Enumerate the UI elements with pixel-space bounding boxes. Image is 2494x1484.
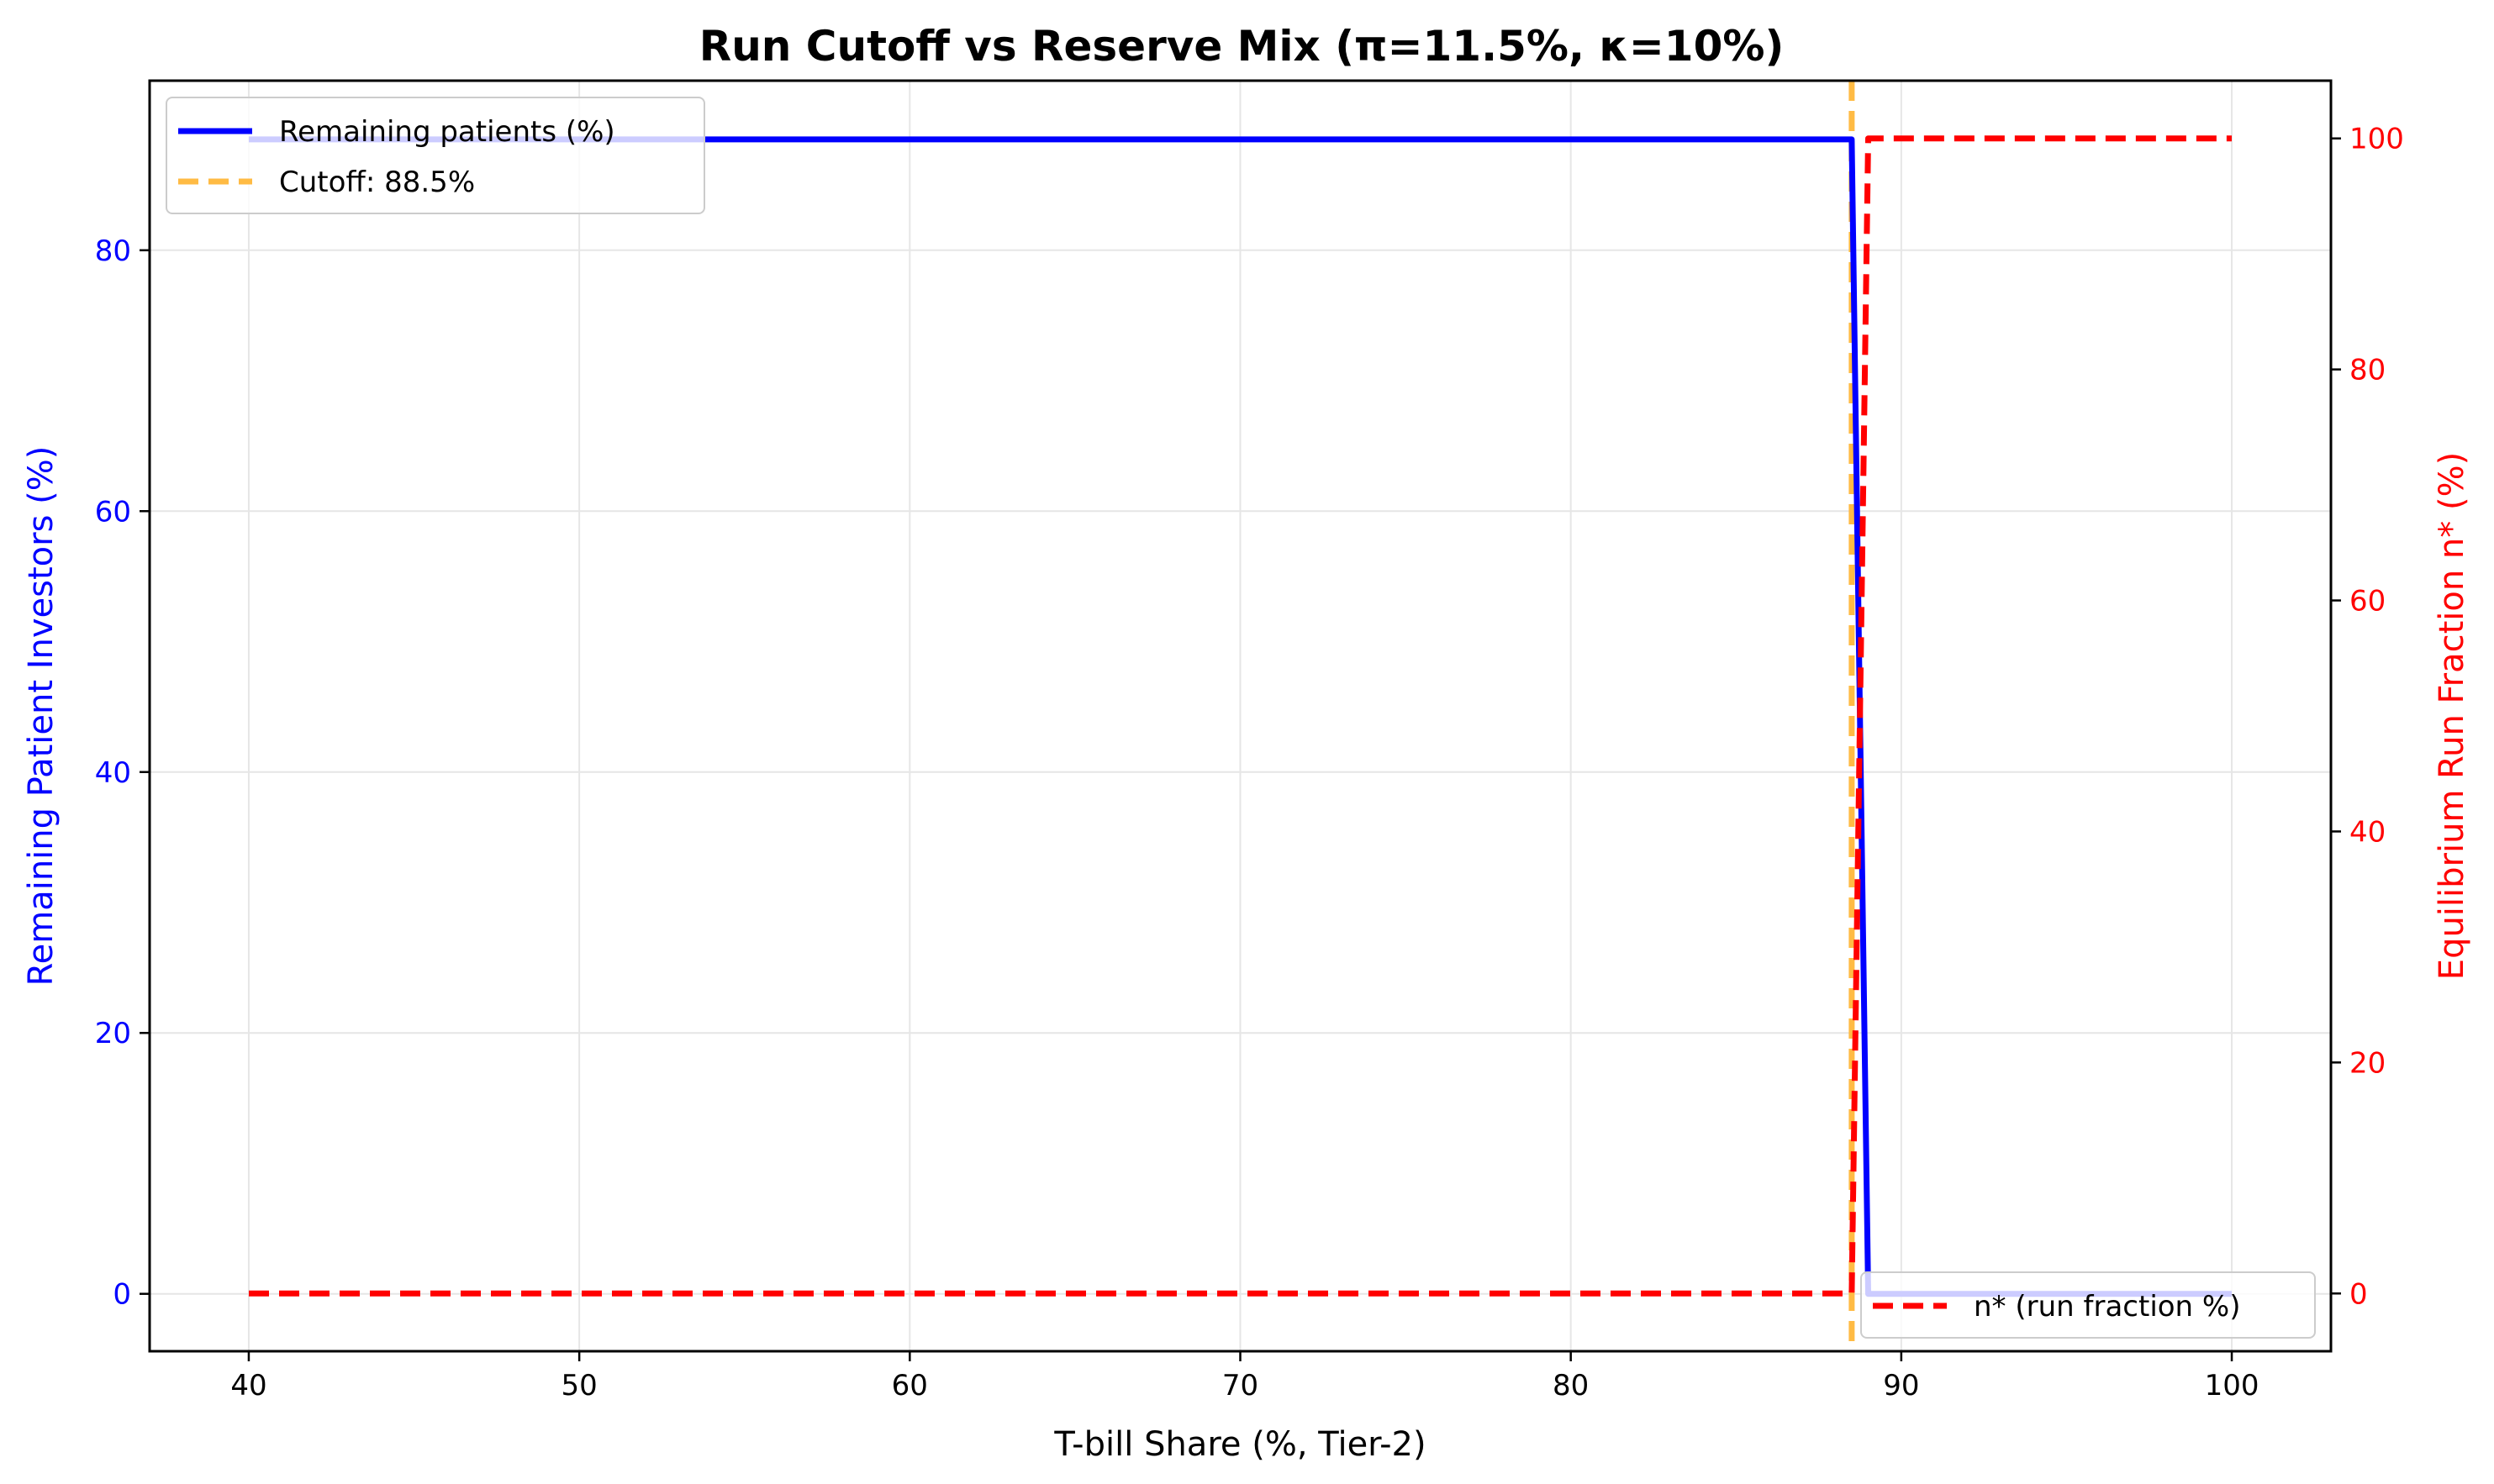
grid-layer	[150, 81, 2331, 1351]
x-tick-label: 50	[562, 1369, 598, 1402]
x-axis-title: T-bill Share (%, Tier-2)	[1053, 1425, 1426, 1464]
y-left-axis-title: Remaining Patient Investors (%)	[22, 446, 61, 987]
y-left-tick-label: 0	[113, 1278, 131, 1312]
y-left-tick-label: 60	[95, 495, 131, 529]
x-tick-label: 60	[892, 1369, 928, 1402]
y-left-tick-label: 20	[95, 1017, 131, 1050]
legend-lower-right	[1860, 1271, 2316, 1339]
y-right-axis-title: Equilibrium Run Fraction n* (%)	[2433, 452, 2471, 980]
x-tick-label: 40	[230, 1369, 266, 1402]
chart-title: Run Cutoff vs Reserve Mix (π=11.5%, κ=10…	[699, 22, 1785, 71]
x-tick-label: 70	[1222, 1369, 1258, 1402]
run-fraction-line	[249, 135, 2232, 1297]
legend-layer: Remaining patients (%) Cutoff: 88.5% n* (r…	[166, 97, 2316, 1339]
x-tick-label: 100	[2205, 1369, 2259, 1402]
x-tick-label: 90	[1883, 1369, 1919, 1402]
y-left-tick-label: 80	[95, 234, 131, 268]
y-right-tick-label: 80	[2349, 354, 2386, 387]
y-right-tick-label: 20	[2349, 1046, 2386, 1080]
legend-label-run-fraction: n* (run fraction %)	[1974, 1290, 2241, 1323]
axes-layer: 40 50 60 70 80 90 100 0 20 40 60 80 0 20 40 60 80 100 T-bi…	[22, 79, 2471, 1464]
y-left-tick-label: 40	[95, 756, 131, 790]
y-right-tick-label: 40	[2349, 815, 2386, 849]
legend-label-remaining: Remaining patients (%)	[279, 115, 615, 149]
legend-upper-left	[166, 97, 705, 214]
y-right-tick-label: 100	[2349, 123, 2404, 156]
y-right-tick-label: 0	[2349, 1277, 2368, 1311]
y-right-tick-label: 60	[2349, 585, 2386, 618]
legend-label-cutoff: Cutoff: 88.5%	[279, 166, 475, 199]
x-tick-label: 80	[1553, 1369, 1589, 1402]
